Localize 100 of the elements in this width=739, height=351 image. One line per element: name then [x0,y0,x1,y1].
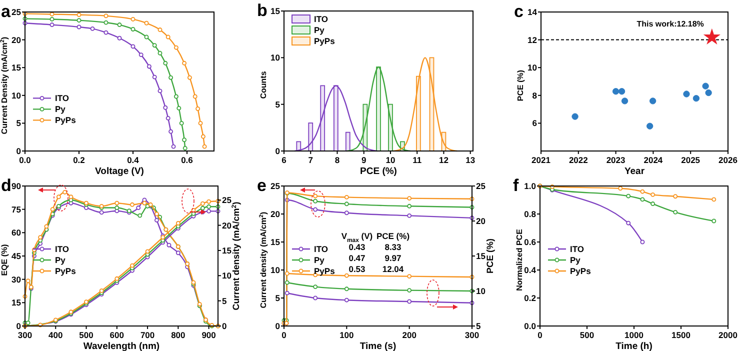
x-tick-label: 0.2 [73,155,86,165]
annotation: 0.47 [348,253,366,263]
y-tick-label: 14 [528,7,538,17]
y-tick-label: 0.0 [524,321,536,331]
x-tick-label: 2021 [532,155,551,165]
legend-label: ITO [314,14,328,24]
y-tick-label: 0.8 [524,209,536,219]
x-tick-label: 2000 [718,330,738,340]
x-tick-label: 11 [412,155,422,165]
annotation: 12.04 [382,264,404,274]
legend-label: ITO [570,244,584,254]
y-axis-title: PCE (%) [516,70,525,102]
x-tick-label: 0.6 [181,155,194,165]
x-tick-label: 300 [18,330,32,340]
y2-tick-label: 15 [222,245,232,256]
annotation: PCE (%) [376,231,410,241]
y-tick-label: 8 [532,90,538,100]
y-tick-label: 0.6 [524,237,536,247]
chart-title: d [1,176,12,195]
y-tick-label: 10 [270,52,280,63]
legend-label: PyPs [55,115,76,126]
y-axis-title: Normalized PCE [515,228,524,291]
x-tick-label: 700 [140,330,155,340]
x-tick-label: 1500 [672,330,691,340]
legend-label: ITO [314,244,328,254]
x-tick-label: 300 [464,330,480,340]
x-tick-label: 800 [171,330,186,340]
y2-tick-label: 20 [476,216,486,226]
legend-label: Py [55,255,66,265]
legend-label: ITO [55,93,70,104]
y2-tick-label: 15 [476,251,486,261]
x-axis-title: Year [624,166,645,177]
y-tick-label: 0.4 [524,265,536,275]
y2-tick-label: 20 [222,220,232,230]
x-tick-label: 8 [334,155,340,165]
x-tick-label: 2025 [681,155,700,165]
x-tick-label: 900 [202,330,216,340]
annotation: This work:12.18% [636,19,704,28]
y-tick-label: 12 [528,34,538,45]
x-axis-title: PCE (%) [360,166,397,177]
y2-tick-label: 5 [476,321,481,331]
x-axis-title: Time (s) [360,341,396,351]
y-tick-label: 5 [275,293,280,303]
chart-title: c [514,2,524,21]
x-tick-label: 600 [110,330,124,340]
y-tick-label: 60 [12,228,22,238]
x-axis-title: Voltage (V) [95,166,144,177]
legend-label: PyPs [314,36,336,46]
x-tick-label: 0.4 [127,155,140,165]
x-tick-label: 2022 [568,155,588,165]
y-tick-label: 10 [528,62,538,73]
annotation: V$_{max}$ (V) [341,231,373,244]
x-tick-label: 6 [282,155,287,165]
x-tick-label: 500 [79,330,94,340]
x-tick-label: 7 [308,155,314,165]
x-tick-label: 500 [580,330,594,340]
chart-title: e [257,176,266,195]
y-tick-label: 0 [275,321,280,331]
legend-label: PyPs [570,266,592,276]
y-tick-label: 15 [12,298,22,308]
y-tick-label: 15 [12,62,22,73]
legend-label: PyPs [55,266,76,276]
x-axis-title: Time (h) [616,341,652,351]
y-tick-label: 25 [12,7,22,17]
y2-tick-label: 10 [476,286,486,296]
y-tick-label: 20 [270,209,280,219]
x-tick-label: 0 [282,330,287,340]
y-tick-label: 0 [16,146,22,156]
y-tick-label: 0 [275,146,280,156]
y-tick-label: 1.0 [524,181,536,191]
x-tick-label: 100 [340,330,354,340]
y-tick-label: 15 [270,6,280,16]
x-tick-label: 2026 [718,155,738,165]
y2-tick-label: 5 [222,296,227,306]
legend-label: Py [314,255,325,265]
y-tick-label: 25 [270,181,280,191]
y-tick-label: 20 [12,34,22,45]
x-tick-label: 200 [402,330,417,340]
x-tick-label: 2024 [644,155,663,165]
legend-label: Py [570,255,581,265]
x-tick-label: 12 [438,155,449,165]
y-axis-title: EQE (%) [0,244,9,276]
y-tick-label: 90 [12,181,22,191]
x-tick-label: 2023 [606,155,626,165]
x-tick-label: 9 [361,155,366,165]
legend-label: ITO [55,244,70,254]
y-tick-label: 0.2 [524,293,536,303]
y2-tick-label: 0 [222,321,227,331]
y-tick-label: 45 [12,251,22,261]
y-tick-label: 10 [12,90,22,100]
y-tick-label: 5 [16,118,22,128]
y-tick-label: 10 [270,265,280,275]
x-axis-title: Wavelength (nm) [83,341,160,351]
chart-title: a [1,2,11,21]
chart-title: b [257,1,268,20]
legend-label: Py [55,104,66,114]
annotation: 0.43 [348,242,366,252]
y2-tick-label: 10 [222,270,232,281]
y-tick-label: 75 [12,204,22,214]
y-tick-label: 15 [270,237,280,247]
